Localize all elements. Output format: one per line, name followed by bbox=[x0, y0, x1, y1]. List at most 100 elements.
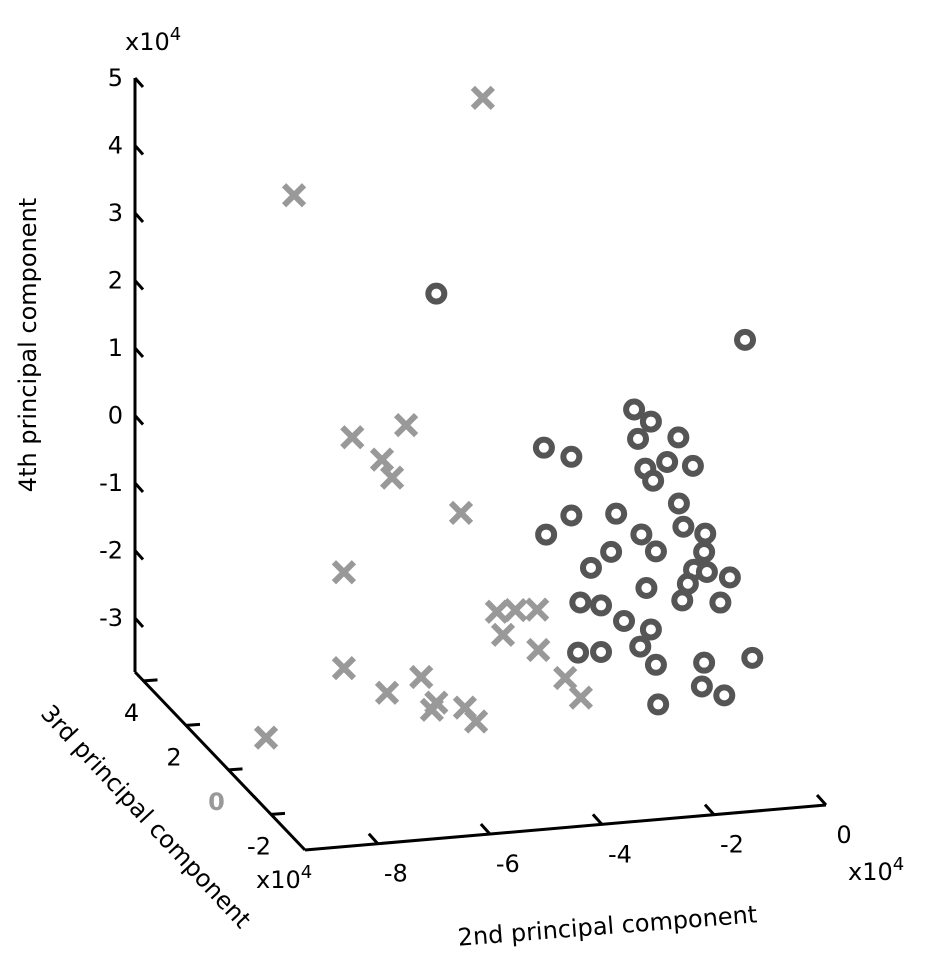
x-tick-label: -6 bbox=[496, 850, 520, 878]
ring bbox=[693, 540, 716, 563]
ring bbox=[741, 646, 764, 669]
z-axis bbox=[133, 670, 307, 852]
point bbox=[741, 646, 764, 669]
ring bbox=[672, 515, 695, 538]
cross-stroke bbox=[331, 656, 357, 681]
ring bbox=[644, 653, 667, 676]
point bbox=[490, 622, 516, 647]
point bbox=[694, 522, 717, 545]
point bbox=[600, 540, 623, 563]
x-tick-label: -4 bbox=[608, 840, 632, 868]
point bbox=[568, 685, 593, 710]
cross-stroke bbox=[525, 597, 550, 622]
point bbox=[671, 589, 694, 612]
x-tick-label: -2 bbox=[720, 831, 744, 859]
point bbox=[369, 447, 395, 472]
ring bbox=[590, 594, 613, 617]
z-tick-label: -2 bbox=[247, 832, 271, 860]
point bbox=[667, 426, 690, 449]
point bbox=[253, 725, 279, 750]
point bbox=[340, 425, 365, 450]
point bbox=[630, 523, 653, 546]
y-multiplier: x104 bbox=[125, 24, 181, 56]
ring bbox=[535, 523, 558, 546]
ring bbox=[647, 693, 670, 716]
cross-stroke bbox=[369, 447, 395, 472]
point bbox=[605, 502, 628, 525]
cross-stroke bbox=[331, 560, 357, 585]
ring bbox=[569, 591, 592, 614]
multiplier-base: x10 bbox=[256, 866, 301, 894]
y-tick-label: 4 bbox=[108, 132, 123, 160]
point bbox=[734, 328, 757, 351]
ring bbox=[642, 469, 665, 492]
cross-stroke bbox=[553, 665, 578, 691]
point bbox=[647, 693, 670, 716]
z-axis-label: 3rd principal component bbox=[35, 699, 256, 933]
point bbox=[374, 680, 400, 705]
y-tick bbox=[133, 144, 145, 156]
y-tick-label: 2 bbox=[108, 267, 123, 295]
x-axis-label: 2nd principal component bbox=[457, 900, 758, 951]
x-tick-label: 0 bbox=[836, 821, 851, 849]
z-tick bbox=[228, 767, 243, 772]
cross-stroke bbox=[448, 500, 474, 526]
point bbox=[448, 500, 474, 526]
point bbox=[425, 282, 448, 305]
y-tick bbox=[133, 212, 145, 223]
ring bbox=[639, 410, 662, 433]
y-tick-label: -3 bbox=[99, 604, 123, 632]
point bbox=[644, 540, 667, 563]
multiplier-base: x10 bbox=[125, 28, 170, 56]
point bbox=[642, 469, 665, 492]
ring bbox=[667, 426, 690, 449]
ring bbox=[681, 454, 704, 477]
cross-stroke bbox=[393, 413, 419, 438]
point bbox=[393, 413, 419, 438]
cross-stroke bbox=[340, 425, 365, 450]
ring bbox=[639, 618, 662, 641]
point bbox=[503, 598, 528, 623]
y-tick bbox=[133, 347, 145, 358]
point bbox=[644, 653, 667, 676]
y-tick-label: -2 bbox=[99, 537, 123, 565]
ring bbox=[425, 282, 448, 305]
point bbox=[627, 427, 650, 450]
point bbox=[623, 398, 646, 421]
ring bbox=[713, 684, 736, 707]
cross-stroke bbox=[470, 85, 495, 111]
ring bbox=[560, 504, 583, 527]
x-tick-label: -8 bbox=[384, 860, 408, 888]
ring bbox=[676, 572, 699, 595]
y-tick bbox=[133, 617, 145, 628]
point bbox=[590, 594, 613, 617]
cross-stroke bbox=[379, 465, 405, 490]
multiplier-exponent: 4 bbox=[170, 24, 181, 45]
point bbox=[532, 436, 555, 459]
point bbox=[681, 454, 704, 477]
point bbox=[470, 85, 495, 111]
point bbox=[560, 504, 583, 527]
cross-stroke bbox=[463, 709, 489, 734]
cross-stroke bbox=[503, 598, 528, 623]
cross-stroke bbox=[253, 725, 279, 750]
ring bbox=[734, 328, 757, 351]
ring bbox=[600, 540, 623, 563]
ring bbox=[644, 540, 667, 563]
ring bbox=[671, 589, 694, 612]
ring bbox=[567, 641, 590, 664]
ring bbox=[695, 560, 718, 583]
y-tick bbox=[133, 77, 145, 88]
ring bbox=[693, 651, 716, 674]
point bbox=[331, 560, 357, 585]
cross-stroke bbox=[526, 637, 551, 663]
point bbox=[676, 572, 699, 595]
ring bbox=[532, 436, 555, 459]
cross-stroke bbox=[490, 622, 516, 647]
y-tick bbox=[133, 482, 145, 493]
point bbox=[672, 515, 695, 538]
z-tick bbox=[143, 678, 158, 683]
x-tick bbox=[703, 803, 716, 816]
point bbox=[525, 597, 550, 622]
y-tick-label: 0 bbox=[108, 402, 123, 430]
